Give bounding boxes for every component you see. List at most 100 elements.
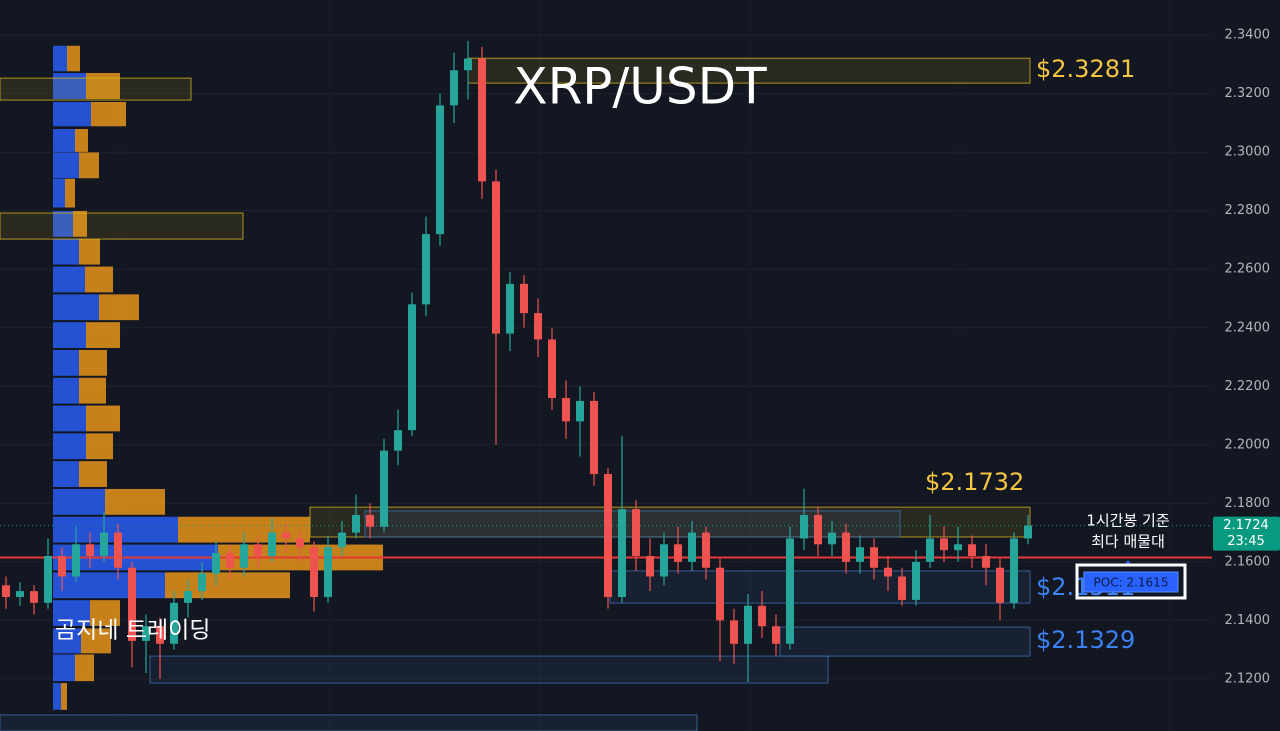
volume-profile-buy bbox=[53, 433, 86, 460]
candle-body bbox=[604, 474, 612, 597]
candle-body bbox=[254, 544, 262, 557]
candle-body bbox=[996, 567, 1004, 603]
poc-note: 1시간봉 기준 bbox=[1086, 512, 1170, 530]
candle-body bbox=[506, 283, 514, 334]
candle-body bbox=[772, 626, 780, 644]
volume-profile-buy bbox=[53, 294, 99, 321]
last-price-label: 2.1724 bbox=[1223, 518, 1269, 533]
zone bbox=[779, 626, 1031, 657]
candle-body bbox=[450, 70, 458, 106]
candle-body bbox=[842, 532, 850, 562]
candle-body bbox=[16, 591, 24, 597]
candle-body bbox=[716, 567, 724, 621]
y-tick-label: 2.3200 bbox=[1225, 86, 1271, 101]
candle-body bbox=[86, 544, 94, 557]
volume-profile-buy bbox=[53, 322, 86, 348]
volume-profile-sell bbox=[79, 461, 107, 487]
volume-profile-sell bbox=[86, 433, 113, 460]
volume-profile-buy bbox=[53, 572, 165, 599]
volume-profile-buy bbox=[53, 405, 86, 432]
volume-profile-buy bbox=[53, 178, 65, 208]
candle-body bbox=[744, 605, 752, 644]
candle-body bbox=[618, 509, 626, 597]
volume-profile-buy bbox=[53, 266, 85, 293]
candle-body bbox=[786, 538, 794, 644]
candle-body bbox=[282, 532, 290, 539]
candle-body bbox=[534, 313, 542, 340]
candle-body bbox=[982, 556, 990, 568]
candle-body bbox=[576, 400, 584, 422]
candle-body bbox=[422, 234, 430, 305]
volume-profile-sell bbox=[65, 178, 75, 208]
volume-profile-buy bbox=[53, 377, 79, 404]
volume-profile-sell bbox=[91, 101, 126, 127]
y-tick-label: 2.2200 bbox=[1225, 379, 1271, 394]
candle-body bbox=[968, 544, 976, 557]
poc-box-border bbox=[1075, 563, 1187, 600]
volume-profile-buy bbox=[53, 238, 79, 265]
y-tick-label: 2.1400 bbox=[1225, 613, 1271, 628]
candle-body bbox=[408, 304, 416, 431]
candle-body bbox=[338, 532, 346, 548]
volume-profile-sell bbox=[79, 377, 106, 404]
candle-body bbox=[520, 283, 528, 314]
candle-body bbox=[212, 553, 220, 574]
candle-body bbox=[352, 515, 360, 533]
y-tick-label: 2.1600 bbox=[1225, 554, 1271, 569]
volume-profile-sell bbox=[75, 654, 94, 682]
candle-body bbox=[590, 400, 598, 475]
candle-body bbox=[30, 591, 38, 603]
volume-profile-buy bbox=[53, 654, 75, 682]
candle-body bbox=[926, 538, 934, 562]
candle-body bbox=[72, 544, 80, 577]
zone bbox=[309, 506, 1031, 538]
volume-profile-sell bbox=[165, 572, 290, 599]
candle-body bbox=[324, 547, 332, 597]
volume-profile-sell bbox=[99, 294, 139, 321]
poc-note: 최다 매물대 bbox=[1091, 533, 1165, 551]
candle-body bbox=[1024, 525, 1032, 539]
volume-profile-buy bbox=[53, 349, 79, 376]
zone bbox=[0, 212, 244, 240]
poc-box bbox=[1083, 571, 1179, 593]
candle-body bbox=[660, 544, 668, 577]
candle-body bbox=[100, 532, 108, 557]
candle-body bbox=[184, 591, 192, 603]
volume-profile-buy bbox=[53, 45, 67, 72]
y-tick-label: 2.2400 bbox=[1225, 320, 1271, 335]
volume-profile-buy bbox=[53, 683, 61, 710]
candle-body bbox=[702, 532, 710, 568]
volume-profile-sell bbox=[86, 72, 120, 100]
candle-body bbox=[58, 556, 66, 577]
candle-body bbox=[296, 538, 304, 548]
candle-body bbox=[170, 602, 178, 644]
candle-body bbox=[688, 532, 696, 562]
volume-profile-buy bbox=[53, 488, 105, 515]
poc-label: POC: 2.1615 bbox=[1094, 576, 1169, 590]
candle-body bbox=[954, 544, 962, 551]
zone bbox=[0, 714, 698, 731]
candle-body bbox=[114, 532, 122, 568]
zone-label: $2.3281 bbox=[1036, 55, 1135, 83]
zone bbox=[149, 655, 829, 684]
candle-body bbox=[730, 620, 738, 644]
volume-profile-buy bbox=[53, 72, 86, 100]
candle-body bbox=[240, 544, 248, 568]
y-tick-label: 2.1800 bbox=[1225, 496, 1271, 511]
candle-body bbox=[856, 547, 864, 562]
zone-label: $2.1329 bbox=[1036, 626, 1135, 654]
volume-profile-buy bbox=[53, 600, 90, 626]
candle-body bbox=[44, 556, 52, 603]
volume-profile-sell bbox=[86, 405, 120, 432]
candle-body bbox=[226, 553, 234, 568]
volume-profile-sell bbox=[79, 152, 99, 179]
volume-profile-buy bbox=[53, 461, 79, 487]
zone bbox=[609, 570, 1031, 604]
candle-body bbox=[268, 532, 276, 557]
candle-body bbox=[436, 105, 444, 235]
candle-body bbox=[758, 605, 766, 627]
candle-body bbox=[128, 567, 136, 641]
zone bbox=[0, 77, 192, 101]
candle-body bbox=[912, 561, 920, 600]
